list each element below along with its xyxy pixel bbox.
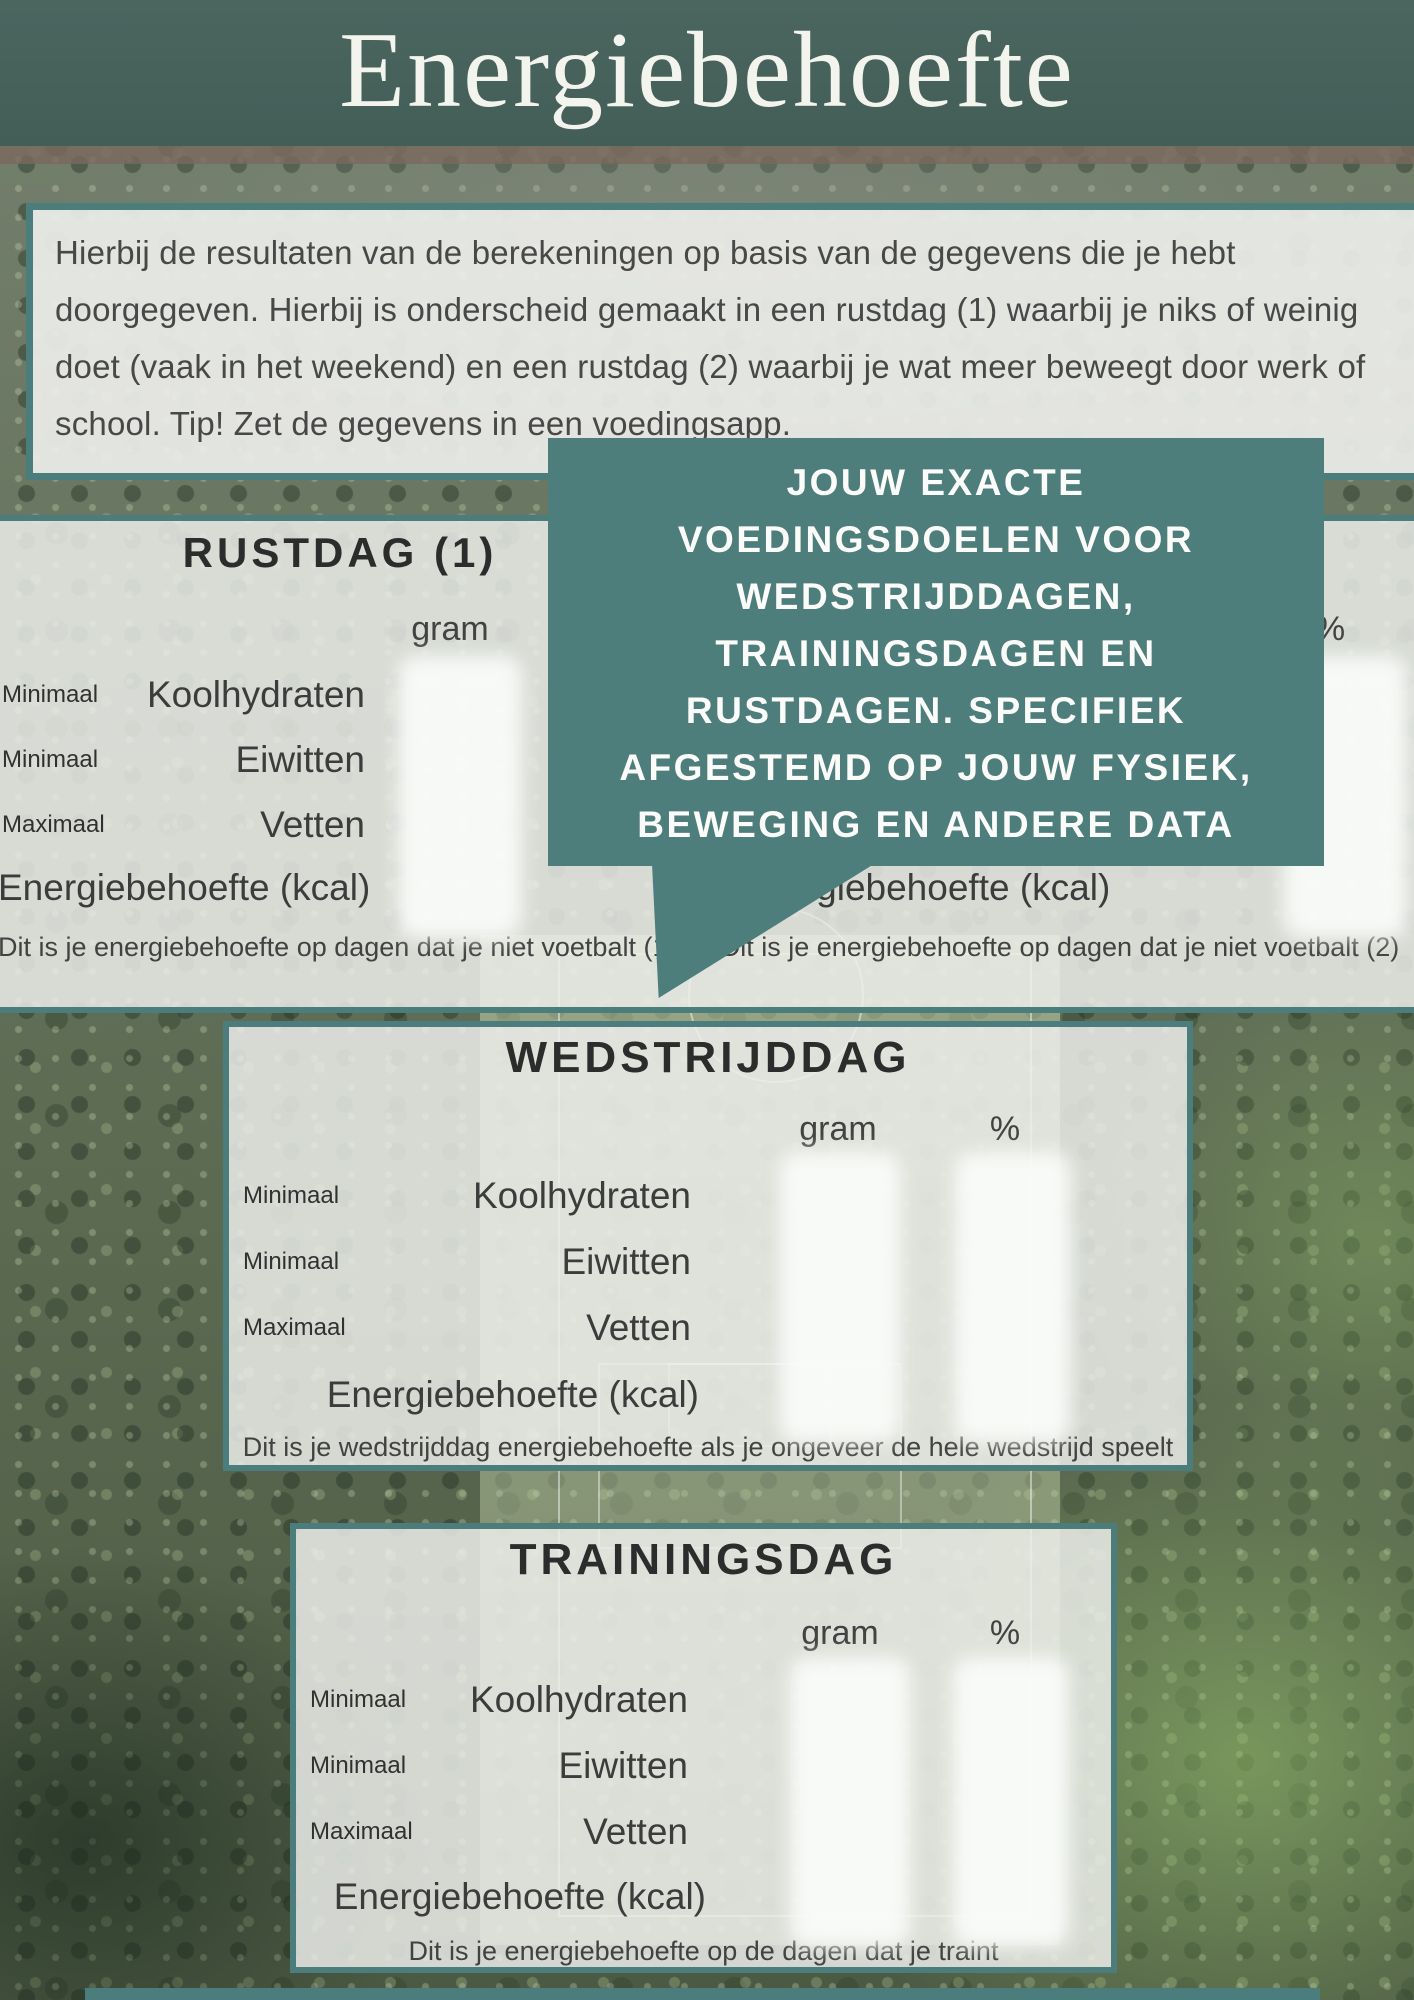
row-label-eiwitten: Eiwitten bbox=[561, 1241, 691, 1282]
row-label-koolhydraten: Koolhydraten bbox=[472, 1175, 691, 1216]
bottom-teal-bar bbox=[85, 1988, 1320, 2000]
row-qualifier: Maximaal bbox=[310, 1818, 413, 1845]
trainingsdag-panel: TRAININGSDAG gram % Minimaal Koolhydrate… bbox=[290, 1523, 1117, 1973]
rustdag1-caption: Dit is je energiebehoefte op dagen dat j… bbox=[0, 932, 677, 962]
redacted-values-rustdag1 bbox=[398, 656, 522, 938]
header-band: Energiebehoefte bbox=[0, 0, 1414, 146]
row-qualifier: Minimaal bbox=[2, 681, 99, 708]
row-label-koolhydraten: Koolhydraten bbox=[146, 674, 365, 715]
row-qualifier: Minimaal bbox=[2, 746, 99, 773]
row-qualifier: Maximaal bbox=[243, 1314, 346, 1341]
intro-box: Hierbij de resultaten van de berekeninge… bbox=[26, 203, 1414, 480]
trainingsdag-column-gram: gram bbox=[801, 1614, 879, 1652]
wedstrijddag-column-gram: gram bbox=[799, 1110, 877, 1148]
row-qualifier: Minimaal bbox=[243, 1182, 340, 1209]
callout-bubble: JOUW EXACTE VOEDINGSDOELEN VOOR WEDSTRIJ… bbox=[548, 438, 1324, 866]
rustdag1-column-gram: gram bbox=[411, 610, 489, 648]
redacted-values-percent bbox=[953, 1657, 1069, 1947]
row-label-vetten: Vetten bbox=[260, 804, 365, 845]
background-tree-strip bbox=[0, 146, 1414, 164]
redacted-values-gram bbox=[790, 1657, 910, 1947]
page-title: Energiebehoefte bbox=[339, 11, 1075, 130]
rustdag1-title: RUSTDAG (1) bbox=[182, 529, 498, 576]
row-label-energiebehoefte: Energiebehoefte (kcal) bbox=[0, 867, 371, 908]
row-qualifier: Minimaal bbox=[310, 1752, 407, 1779]
callout-line: RUSTDAGEN. SPECIFIEK bbox=[685, 690, 1187, 731]
wedstrijddag-column-percent: % bbox=[989, 1110, 1021, 1148]
callout-line: TRAININGSDAGEN EN bbox=[715, 633, 1157, 674]
wedstrijddag-panel: WEDSTRIJDDAG gram % Minimaal Koolhydrate… bbox=[223, 1021, 1193, 1471]
callout-line: BEWEGING EN ANDERE DATA bbox=[637, 804, 1235, 845]
row-label-eiwitten: Eiwitten bbox=[235, 739, 365, 780]
callout-line: VOEDINGSDOELEN VOOR bbox=[677, 519, 1195, 560]
intro-text: Hierbij de resultaten van de berekeninge… bbox=[55, 234, 1366, 442]
row-label-koolhydraten: Koolhydraten bbox=[469, 1679, 688, 1720]
callout-line: WEDSTRIJDDAGEN, bbox=[736, 576, 1136, 617]
trainingsdag-title: TRAININGSDAG bbox=[509, 1535, 898, 1584]
row-qualifier: Minimaal bbox=[310, 1686, 407, 1713]
redacted-values-gram bbox=[780, 1152, 900, 1442]
row-label-vetten: Vetten bbox=[586, 1307, 691, 1348]
row-label-vetten: Vetten bbox=[583, 1811, 688, 1852]
row-label-energiebehoefte: Energiebehoefte (kcal) bbox=[326, 1374, 699, 1415]
row-qualifier: Minimaal bbox=[243, 1248, 340, 1275]
trainingsdag-column-percent: % bbox=[989, 1614, 1021, 1652]
callout-line: JOUW EXACTE bbox=[786, 462, 1086, 503]
row-qualifier: Maximaal bbox=[2, 811, 105, 838]
rustdag2-caption: Dit is je energiebehoefte op dagen dat j… bbox=[720, 932, 1400, 962]
callout-line: AFGESTEMD OP JOUW FYSIEK, bbox=[619, 747, 1253, 788]
row-label-energiebehoefte: Energiebehoefte (kcal) bbox=[333, 1876, 706, 1917]
wedstrijddag-title: WEDSTRIJDDAG bbox=[505, 1033, 911, 1082]
row-label-eiwitten: Eiwitten bbox=[558, 1745, 688, 1786]
redacted-values-percent bbox=[955, 1152, 1071, 1442]
